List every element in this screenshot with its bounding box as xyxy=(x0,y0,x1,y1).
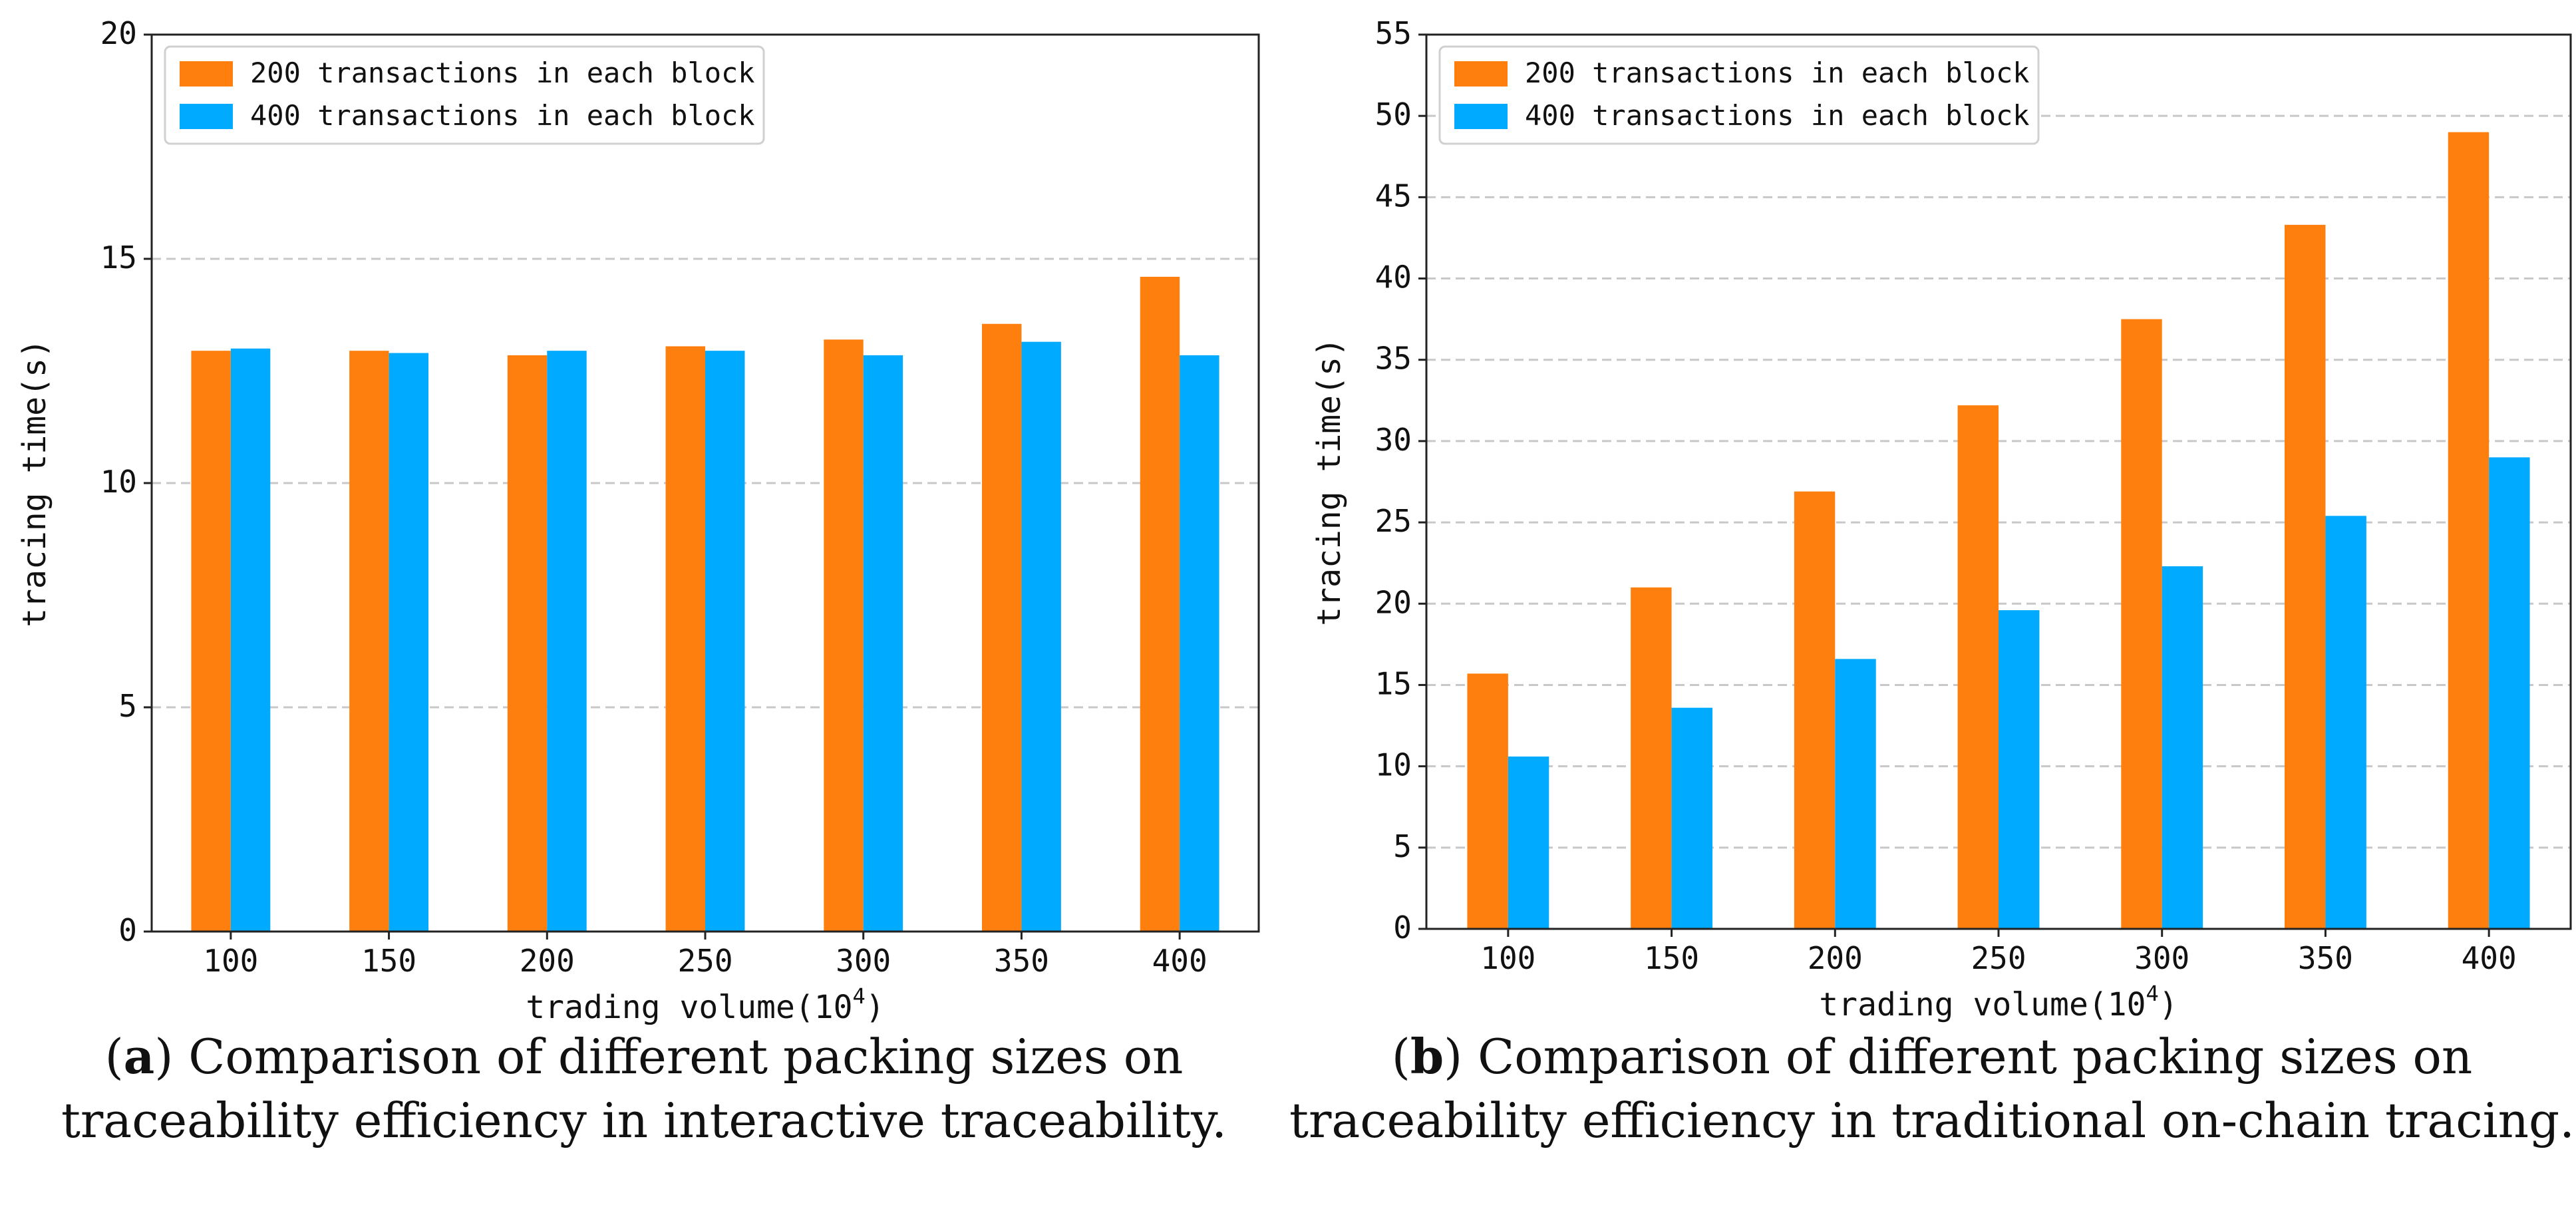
y-tick-label: 20 xyxy=(1375,584,1412,620)
y-tick-label: 0 xyxy=(118,912,137,948)
x-axis-label-text: trading volume( xyxy=(526,989,814,1025)
x-tick-label: 400 xyxy=(1152,943,1208,979)
y-tick-label: 5 xyxy=(1393,828,1412,864)
y-tick-label: 10 xyxy=(1375,747,1412,783)
bar-series-200-200 xyxy=(507,355,548,932)
legend-box xyxy=(1438,45,2040,145)
caption-b-label: b xyxy=(1410,1028,1444,1085)
bar-series-200-400 xyxy=(1140,276,1180,932)
caption-a-label: a xyxy=(123,1028,155,1085)
bar-series-200-150 xyxy=(349,351,389,932)
x-tick-label: 100 xyxy=(203,943,258,979)
bar-series-400-350 xyxy=(2325,516,2366,929)
x-axis-label-exponent: 4 xyxy=(2146,981,2159,1006)
bar-series-400-400 xyxy=(2489,457,2530,929)
bar-series-200-100 xyxy=(1467,673,1508,929)
bar-series-400-300 xyxy=(863,355,903,932)
x-tick-label: 100 xyxy=(1480,940,1535,976)
caption-a: (a) Comparison of different packing size… xyxy=(61,1028,1227,1148)
bar-series-400-300 xyxy=(2162,566,2203,929)
x-axis-label: trading volume(104) xyxy=(1819,981,2177,1023)
x-tick-label: 250 xyxy=(1971,940,2026,976)
x-tick-label: 200 xyxy=(1808,940,1863,976)
bar-series-200-350 xyxy=(982,323,1022,932)
y-tick-label: 0 xyxy=(1393,910,1412,946)
panel-b: 0 5 10 15 20 25 30 35 40 45 50 55 100 150 200 250 300 350… xyxy=(1288,0,2576,1209)
y-tick-label: 15 xyxy=(100,240,137,275)
bar-series-400-350 xyxy=(1021,341,1061,932)
caption-b: (b) Comparison of different packing size… xyxy=(1289,1028,2575,1148)
y-tick-label: 45 xyxy=(1375,178,1412,214)
caption-b-text: Comparison of different packing sizes on… xyxy=(1289,1029,2575,1148)
bar-series-400-250 xyxy=(705,351,745,932)
y-tick-label: 40 xyxy=(1375,259,1412,295)
bar-series-200-300 xyxy=(2121,319,2162,929)
bar-series-200-400 xyxy=(2448,132,2490,930)
y-tick-label: 30 xyxy=(1375,422,1412,458)
bar-series-400-400 xyxy=(1180,355,1219,932)
bar-series-400-200 xyxy=(547,351,587,932)
bar-series-200-100 xyxy=(191,351,231,932)
chart-a: 0 5 10 15 20 100 150 200 250 300 350 400 trading vol… xyxy=(16,15,1260,1026)
chart-b: 0 5 10 15 20 25 30 35 40 45 50 55 100 150 200 250 300 350… xyxy=(1311,15,2572,1023)
x-axis-label-close: ) xyxy=(866,989,885,1025)
y-tick-label: 25 xyxy=(1375,503,1412,539)
bar-series-200-250 xyxy=(665,346,705,932)
panel-a: 0 5 10 15 20 100 150 200 250 300 350 400 trading vol… xyxy=(16,15,1260,1148)
legend-swatch-series-200 xyxy=(1454,61,1508,86)
y-tick-label: 50 xyxy=(1375,96,1412,132)
legend-label-series-200: 200 transactions in each block xyxy=(250,57,755,89)
bar-series-200-300 xyxy=(824,339,864,932)
legend-label-series-400: 400 transactions in each block xyxy=(1525,99,2030,132)
bar-series-400-150 xyxy=(1671,707,1712,929)
y-axis-label: tracing time(s) xyxy=(1311,337,1348,625)
x-tick-label: 350 xyxy=(2298,940,2353,976)
y-tick-label: 55 xyxy=(1375,15,1412,51)
x-axis-label-close: ) xyxy=(2159,986,2178,1023)
y-tick-label: 20 xyxy=(100,15,137,51)
legend-label-series-200: 200 transactions in each block xyxy=(1525,57,2030,89)
bar-series-200-250 xyxy=(1957,405,1999,929)
bar-series-400-200 xyxy=(1835,659,1876,929)
bar-series-400-150 xyxy=(389,353,428,932)
x-tick-label: 300 xyxy=(836,943,891,979)
legend-swatch-series-400 xyxy=(180,104,233,129)
x-tick-label: 150 xyxy=(1644,940,1699,976)
y-axis-label: tracing time(s) xyxy=(16,339,53,627)
x-axis-label-base: 10 xyxy=(2108,986,2146,1023)
legend-swatch-series-200 xyxy=(180,61,233,86)
y-tick-label: 35 xyxy=(1375,341,1412,377)
x-tick-label: 150 xyxy=(361,943,416,979)
bar-series-400-100 xyxy=(230,348,271,932)
x-axis-label-base: 10 xyxy=(814,989,853,1025)
x-axis-label: trading volume(104) xyxy=(526,983,884,1025)
bar-series-200-150 xyxy=(1631,587,1672,929)
bar-series-200-350 xyxy=(2285,224,2326,929)
legend-swatch-series-400 xyxy=(1454,104,1508,129)
legend-box xyxy=(164,45,765,145)
x-tick-label: 400 xyxy=(2462,940,2517,976)
caption-a-text: Comparison of different packing sizes on… xyxy=(61,1029,1227,1148)
x-tick-label: 200 xyxy=(520,943,575,979)
y-tick-label: 5 xyxy=(118,688,137,724)
legend-label-series-400: 400 transactions in each block xyxy=(250,99,755,132)
x-axis-label-exponent: 4 xyxy=(853,983,866,1009)
x-tick-label: 350 xyxy=(994,943,1049,979)
x-tick-label: 300 xyxy=(2134,940,2189,976)
y-tick-label: 15 xyxy=(1375,665,1412,701)
bar-series-200-200 xyxy=(1794,491,1836,929)
x-axis-label-text: trading volume( xyxy=(1819,986,2107,1023)
y-tick-label: 10 xyxy=(100,464,137,500)
x-tick-label: 250 xyxy=(677,943,732,979)
bar-series-400-100 xyxy=(1508,756,1549,929)
bar-series-400-250 xyxy=(1999,610,2040,929)
